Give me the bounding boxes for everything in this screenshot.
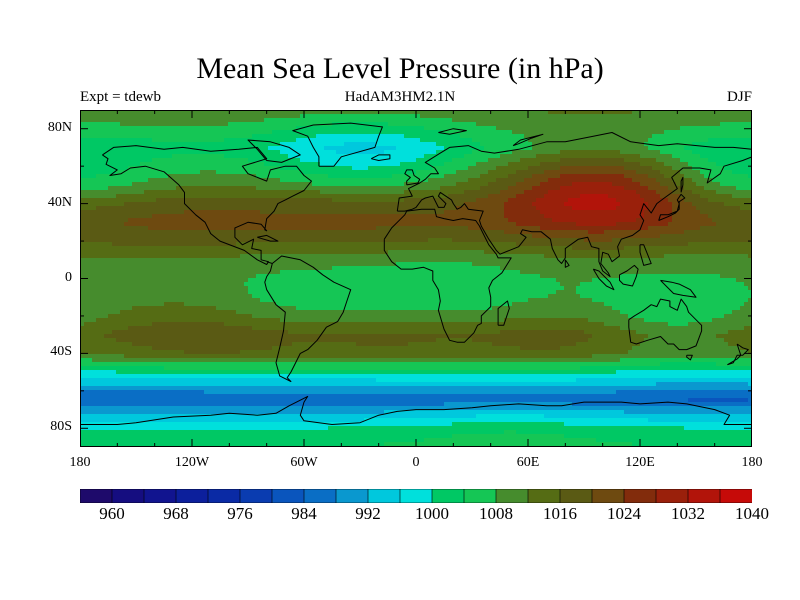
coast-borneo bbox=[619, 264, 639, 287]
colorbar-swatch bbox=[687, 489, 721, 503]
colorbar-swatch bbox=[207, 489, 241, 503]
colorbar-swatch bbox=[271, 489, 305, 503]
x-tick-label: 0 bbox=[412, 455, 420, 470]
colorbar-swatch bbox=[591, 489, 625, 503]
y-tick-label: 80S bbox=[50, 419, 72, 435]
colorbar-swatch bbox=[303, 489, 337, 503]
coast-new-guinea bbox=[660, 279, 697, 298]
x-tick-label: 60E bbox=[516, 455, 540, 470]
coast-novaya-zemlya bbox=[512, 133, 544, 147]
coast-iceland bbox=[370, 154, 391, 161]
coast-australia bbox=[628, 298, 703, 351]
colorbar-swatch bbox=[719, 489, 752, 503]
model-label: HadAM3HM2.1N bbox=[344, 89, 456, 105]
colorbar-label: 1024 bbox=[607, 504, 641, 523]
colorbar-label: 1016 bbox=[543, 504, 577, 523]
colorbar-label: 960 bbox=[99, 504, 125, 523]
colorbar-swatch bbox=[239, 489, 273, 503]
colorbar-label: 1008 bbox=[479, 504, 513, 523]
colorbar-swatch bbox=[335, 489, 369, 503]
colorbar bbox=[80, 489, 752, 503]
y-tick-label: 80N bbox=[47, 119, 72, 135]
season-label: DJF bbox=[726, 89, 752, 105]
coast-antarctica bbox=[80, 395, 752, 425]
colorbar-swatch bbox=[463, 489, 497, 503]
coast-philippines bbox=[639, 244, 652, 266]
colorbar-label: 968 bbox=[163, 504, 189, 523]
colorbar-swatch bbox=[559, 489, 593, 503]
pressure-field bbox=[80, 110, 752, 447]
coast-sri-lanka bbox=[564, 259, 570, 268]
map-border bbox=[80, 110, 752, 447]
colorbar-label: 1040 bbox=[735, 504, 769, 523]
pressure-map bbox=[80, 110, 752, 447]
y-tick-label: 0 bbox=[65, 269, 72, 285]
colorbar-swatch bbox=[655, 489, 689, 503]
colorbar-swatch bbox=[431, 489, 465, 503]
coast-cuba bbox=[257, 234, 279, 242]
colorbar-swatch bbox=[143, 489, 177, 503]
y-tick-label: 40S bbox=[50, 344, 72, 360]
colorbar-swatch bbox=[80, 489, 113, 503]
x-tick-label: 180 bbox=[69, 455, 91, 470]
coast-tasmania bbox=[686, 354, 693, 361]
coast-indonesia bbox=[592, 268, 615, 291]
coast-sakhalin bbox=[680, 176, 684, 193]
colorbar-swatch bbox=[367, 489, 401, 503]
x-tick-label: 180 bbox=[741, 455, 763, 470]
coast-svalbard bbox=[438, 128, 467, 135]
colorbar-label: 976 bbox=[227, 504, 253, 523]
colorbar-label: 992 bbox=[355, 504, 381, 523]
coast-greenland bbox=[292, 122, 383, 167]
coast-eurasia bbox=[396, 132, 752, 278]
x-tick-label: 120E bbox=[625, 455, 655, 470]
coast-japan bbox=[658, 193, 686, 221]
coast-south-america bbox=[264, 255, 352, 382]
coast-new-zealand bbox=[727, 343, 749, 366]
colorbar-label: 1000 bbox=[415, 504, 449, 523]
x-tick-label: 60W bbox=[290, 455, 318, 470]
colorbar-swatch bbox=[623, 489, 657, 503]
coast-north-america bbox=[102, 145, 312, 265]
y-tick-label: 40N bbox=[47, 194, 72, 210]
colorbar-swatch bbox=[175, 489, 209, 503]
coast-baffin bbox=[247, 139, 301, 163]
colorbar-label: 984 bbox=[291, 504, 317, 523]
x-tick-label: 120W bbox=[174, 455, 210, 470]
colorbar-swatch bbox=[111, 489, 145, 503]
coast-madagascar bbox=[497, 300, 510, 326]
coastlines bbox=[80, 122, 752, 425]
colorbar-swatch bbox=[495, 489, 529, 503]
colorbar-label: 1032 bbox=[671, 504, 705, 523]
chart-title: Mean Sea Level Pressure (in hPa) bbox=[196, 52, 604, 85]
coast-africa bbox=[383, 208, 512, 343]
colorbar-swatch bbox=[399, 489, 433, 503]
coast-britain bbox=[404, 169, 421, 186]
experiment-label: Expt = tdewb bbox=[80, 89, 161, 105]
colorbar-swatch bbox=[527, 489, 561, 503]
